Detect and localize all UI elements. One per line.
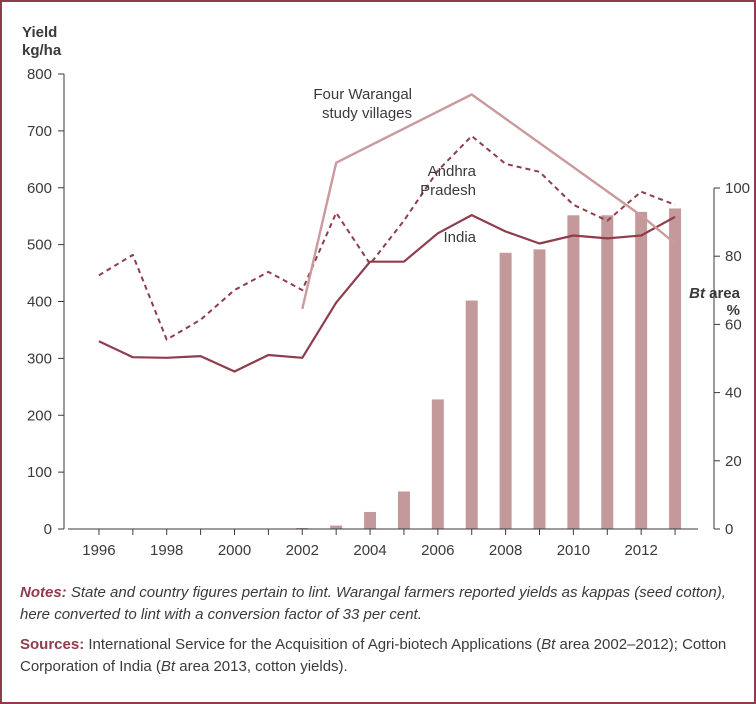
right-tick-label: 40 — [725, 385, 742, 402]
series-label: India — [443, 229, 476, 246]
x-tick-label: 2002 — [286, 542, 319, 559]
bar-bt-area — [635, 211, 648, 529]
bar-bt-area — [330, 525, 343, 529]
x-tick-label: 1996 — [82, 542, 115, 559]
left-tick-label: 400 — [27, 294, 52, 311]
bar-bt-area — [669, 208, 682, 529]
sources-bt-2: Bt — [160, 658, 176, 675]
series-label: Pradesh — [420, 182, 476, 199]
notes-paragraph: Notes: State and country figures pertain… — [20, 582, 740, 626]
x-tick-label: 2000 — [218, 542, 251, 559]
x-tick-label: 1998 — [150, 542, 183, 559]
bar-bt-area — [567, 215, 580, 529]
notes-block: Notes: State and country figures pertain… — [20, 582, 740, 686]
x-tick-label: 2004 — [353, 542, 386, 559]
notes-label: Notes: — [20, 584, 67, 601]
sources-label: Sources: — [20, 636, 85, 653]
left-tick-label: 200 — [27, 407, 52, 424]
right-tick-label: 100 — [725, 180, 750, 197]
bar-bt-area — [397, 491, 410, 529]
bar-bt-area — [465, 300, 478, 529]
bar-bt-area — [431, 399, 444, 529]
right-tick-label: 20 — [725, 453, 742, 470]
bar-bt-area — [499, 252, 512, 530]
x-tick-label: 2008 — [489, 542, 522, 559]
right-tick-label: 80 — [725, 248, 742, 265]
series-label: Andhra — [428, 163, 477, 180]
bar-bt-area — [364, 511, 377, 529]
x-tick-label: 2010 — [557, 542, 590, 559]
sources-paragraph: Sources: International Service for the A… — [20, 634, 740, 678]
series-label: Four Warangal — [313, 86, 412, 103]
sources-text-1: International Service for the Acquisitio… — [84, 636, 542, 653]
left-tick-label: 600 — [27, 180, 52, 197]
bar-bt-area — [533, 249, 546, 529]
bar-bt-area — [601, 215, 614, 529]
x-tick-label: 2012 — [624, 542, 657, 559]
right-tick-label: 0 — [725, 521, 733, 538]
left-tick-label: 700 — [27, 123, 52, 140]
left-tick-label: 800 — [27, 66, 52, 83]
left-tick-label: 0 — [44, 521, 52, 538]
x-tick-label: 2006 — [421, 542, 454, 559]
sources-bt-1: Bt — [541, 636, 556, 653]
left-axis-title-line1: Yield — [22, 24, 57, 41]
right-tick-label: 60 — [725, 316, 742, 333]
right-axis-unit: % — [727, 302, 740, 319]
sources-text-3: area 2013, cotton yields). — [175, 658, 348, 675]
series-line-four-warangal-study-villages — [301, 93, 676, 310]
series-line-india — [98, 214, 676, 373]
sources-text-2: area 2002–2012); Cotton Corporation of I… — [20, 636, 727, 675]
left-axis-title-line2: kg/ha — [22, 42, 62, 59]
series-label: study villages — [322, 105, 412, 122]
left-tick-label: 500 — [27, 237, 52, 254]
right-axis-title: Bt area — [689, 285, 741, 302]
series-line-andhra-pradesh — [98, 135, 676, 341]
left-tick-label: 100 — [27, 464, 52, 481]
left-tick-label: 300 — [27, 350, 52, 367]
notes-text: State and country figures pertain to lin… — [20, 584, 726, 623]
